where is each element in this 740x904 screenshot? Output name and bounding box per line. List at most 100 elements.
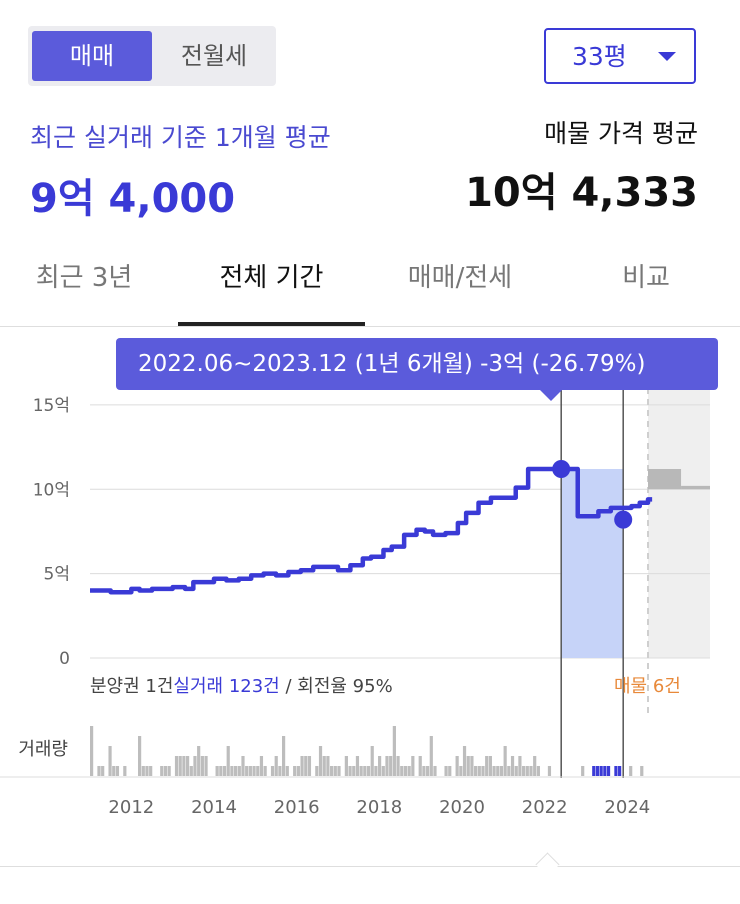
y-tick-label: 5억	[44, 565, 70, 585]
volume-bar	[477, 766, 481, 776]
volume-bar	[455, 756, 459, 776]
volume-bar	[629, 766, 633, 776]
volume-bar	[174, 756, 179, 776]
volume-bar	[178, 756, 182, 776]
volume-bar	[385, 756, 389, 776]
volume-bar	[503, 746, 507, 776]
volume-bar	[330, 766, 334, 776]
volume-bar	[492, 766, 496, 776]
volume-bar	[370, 746, 374, 776]
volume-bar	[444, 766, 448, 776]
volume-bar	[315, 766, 319, 776]
x-tick-label: 2022	[522, 797, 568, 818]
volume-bar	[322, 756, 326, 776]
active-tab-indicator	[178, 322, 365, 326]
volume-bar	[344, 756, 348, 776]
listing-average-label: 매물 가격 평균	[544, 119, 698, 148]
volume-bar	[448, 766, 452, 776]
sale-tab-button[interactable]: 매매	[32, 31, 152, 81]
y-tick-label: 10억	[33, 480, 70, 500]
area-size-select[interactable]: 33평	[544, 28, 696, 84]
area-size-value: 33평	[572, 42, 627, 71]
volume-bar	[259, 756, 264, 776]
x-tick-label: 2020	[439, 797, 485, 818]
volume-bar	[115, 766, 120, 776]
volume-bar	[145, 766, 149, 776]
volume-bar	[470, 756, 474, 776]
volume-bar	[547, 766, 552, 776]
volume-bar	[507, 766, 511, 776]
volume-bar	[215, 766, 219, 776]
volume-bar	[525, 766, 529, 776]
volume-bar	[160, 766, 164, 776]
volume-bar	[514, 766, 518, 776]
volume-bar	[374, 766, 378, 776]
tab-recent-3y[interactable]: 최근 3년	[35, 263, 133, 293]
tab-all-period[interactable]: 전체 기간	[219, 263, 324, 293]
recent-average-label: 최근 실거래 기준 1개월 평균	[30, 123, 331, 152]
volume-bar	[141, 766, 145, 776]
volume-bar	[182, 756, 186, 776]
volume-bar	[237, 766, 241, 776]
x-tick-label: 2016	[274, 797, 320, 818]
volume-bar	[411, 756, 415, 776]
volume-bar	[614, 766, 618, 776]
volume-bar	[381, 766, 385, 776]
volume-bar	[485, 756, 489, 776]
volume-bar	[422, 766, 426, 776]
x-tick-label: 2012	[108, 797, 154, 818]
volume-bar	[241, 756, 245, 776]
listing-region-bg	[648, 388, 710, 658]
volume-bar	[348, 766, 352, 776]
volume-bar	[197, 746, 201, 776]
volume-bar	[300, 756, 304, 776]
volume-bar	[522, 766, 526, 776]
footnote-turnover: / 회전율 95%	[280, 676, 393, 697]
rent-tab-button[interactable]: 전월세	[180, 42, 248, 70]
volume-bar	[595, 766, 600, 776]
volume-bar	[304, 756, 308, 776]
volume-bar	[248, 766, 252, 776]
volume-bar	[189, 766, 193, 776]
volume-bar	[363, 766, 367, 776]
volume-bar	[138, 736, 142, 776]
volume-bar	[378, 756, 382, 776]
volume-bar	[204, 756, 208, 776]
x-tick-label: 2014	[191, 797, 237, 818]
volume-bar	[270, 766, 275, 776]
volume-bar	[618, 766, 622, 776]
volume-bar	[400, 766, 404, 776]
volume-bar	[326, 756, 330, 776]
volume-bar	[230, 766, 234, 776]
volume-bar	[296, 766, 300, 776]
listing-average-value: 10억 4,333	[465, 170, 698, 216]
volume-bar	[426, 766, 430, 776]
volume-bar	[599, 766, 603, 776]
volume-bar	[123, 766, 127, 776]
recent-average-value: 9억 4,000	[30, 176, 236, 222]
volume-bar	[429, 736, 433, 776]
volume-bar	[474, 766, 478, 776]
volume-bar	[226, 746, 230, 776]
volume-bar	[337, 766, 341, 776]
volume-bar	[193, 756, 197, 776]
chart-footnote: 분양권 1건실거래 123건 / 회전율 95%	[90, 676, 393, 697]
y-tick-label: 0	[59, 649, 70, 669]
tab-compare[interactable]: 비교	[622, 263, 670, 293]
price-chart[interactable]: 15억 10억 5억 0 분양권 1건실거래 123건 / 회전율 95% 매물 6건거래…	[0, 330, 740, 860]
footnote-transactions: 실거래 123건	[173, 676, 279, 697]
volume-bar	[518, 756, 522, 776]
tab-sale-rent[interactable]: 매매/전세	[407, 263, 513, 293]
volume-bar	[499, 766, 504, 776]
selection-area	[561, 469, 624, 658]
footnote-presale: 분양권 1건	[90, 676, 173, 697]
volume-bar	[333, 766, 337, 776]
volume-bar	[640, 766, 644, 776]
volume-bar	[112, 766, 116, 776]
selection-end-point	[614, 510, 633, 529]
volume-bar	[278, 766, 282, 776]
volume-bar	[510, 756, 515, 776]
volume-bar	[536, 766, 540, 776]
volume-bar	[101, 766, 105, 776]
volume-bar	[252, 766, 256, 776]
